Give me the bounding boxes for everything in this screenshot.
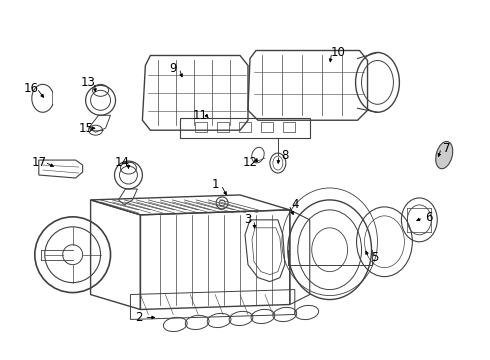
Text: 14: 14	[115, 156, 130, 168]
Text: 3: 3	[245, 213, 252, 226]
Text: 2: 2	[135, 311, 142, 324]
Text: 8: 8	[281, 149, 289, 162]
Bar	[217, 122, 229, 132]
Ellipse shape	[436, 141, 453, 169]
Text: 12: 12	[243, 156, 257, 168]
Text: 5: 5	[371, 251, 378, 264]
Text: 17: 17	[31, 156, 46, 168]
Text: 16: 16	[24, 82, 38, 95]
Text: 15: 15	[78, 122, 93, 135]
Text: 4: 4	[291, 198, 298, 211]
Bar	[239, 122, 251, 132]
Bar	[283, 122, 295, 132]
Text: 10: 10	[330, 46, 345, 59]
Bar	[195, 122, 207, 132]
Text: 13: 13	[81, 76, 96, 89]
Bar	[261, 122, 273, 132]
Text: 9: 9	[170, 62, 177, 75]
Text: 7: 7	[443, 141, 451, 155]
Text: 1: 1	[211, 179, 219, 192]
Text: 6: 6	[425, 211, 433, 224]
Text: 11: 11	[193, 109, 208, 122]
